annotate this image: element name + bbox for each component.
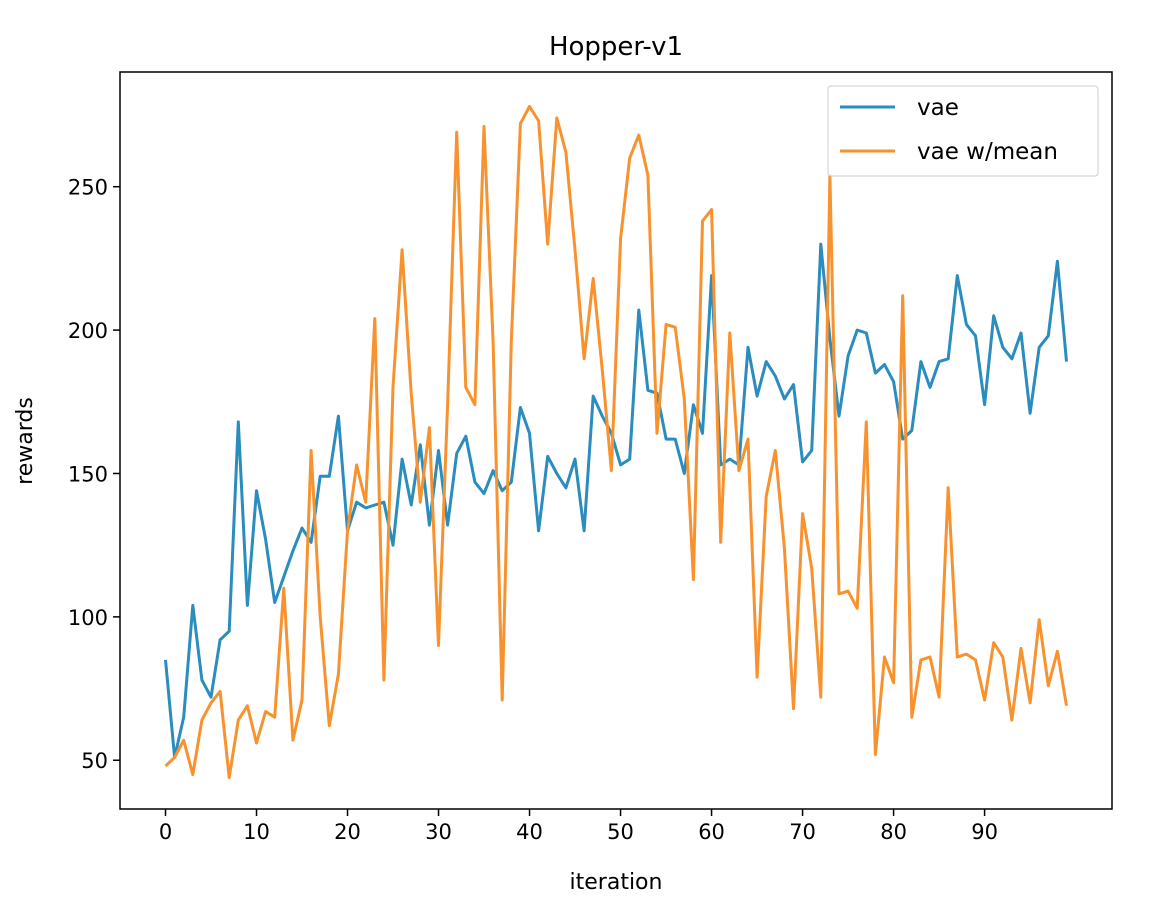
x-tick-label: 50 xyxy=(607,820,634,844)
y-axis: 50 100 150 200 250 xyxy=(68,176,120,773)
x-tick-label: 90 xyxy=(971,820,998,844)
x-tick-label: 30 xyxy=(425,820,452,844)
legend-label-vae: vae xyxy=(917,95,959,121)
legend-label-vae-w-mean: vae w/mean xyxy=(917,139,1058,165)
series-layer xyxy=(164,104,1068,779)
x-tick-label: 20 xyxy=(334,820,361,844)
x-tick-label: 0 xyxy=(159,820,172,844)
y-tick-label: 200 xyxy=(68,319,108,343)
y-tick-label: 50 xyxy=(81,749,108,773)
legend-box xyxy=(827,85,1099,177)
x-axis: 0 10 20 30 40 50 60 70 80 90 xyxy=(159,809,998,844)
y-tick-label: 150 xyxy=(68,462,108,486)
x-tick-label: 80 xyxy=(880,820,907,844)
x-tick-label: 70 xyxy=(789,820,816,844)
x-tick-label: 60 xyxy=(698,820,725,844)
series-line-vae-w-mean xyxy=(164,104,1068,779)
y-tick-label: 100 xyxy=(68,606,108,630)
plot-frame xyxy=(119,71,1113,810)
y-tick-label: 250 xyxy=(68,176,108,200)
x-tick-label: 40 xyxy=(516,820,543,844)
legend: vae vae w/mean xyxy=(827,85,1099,177)
y-axis-label: rewards xyxy=(13,397,38,485)
x-tick-label: 10 xyxy=(243,820,270,844)
chart-title: Hopper-v1 xyxy=(549,32,683,62)
x-axis-label: iteration xyxy=(570,870,663,895)
